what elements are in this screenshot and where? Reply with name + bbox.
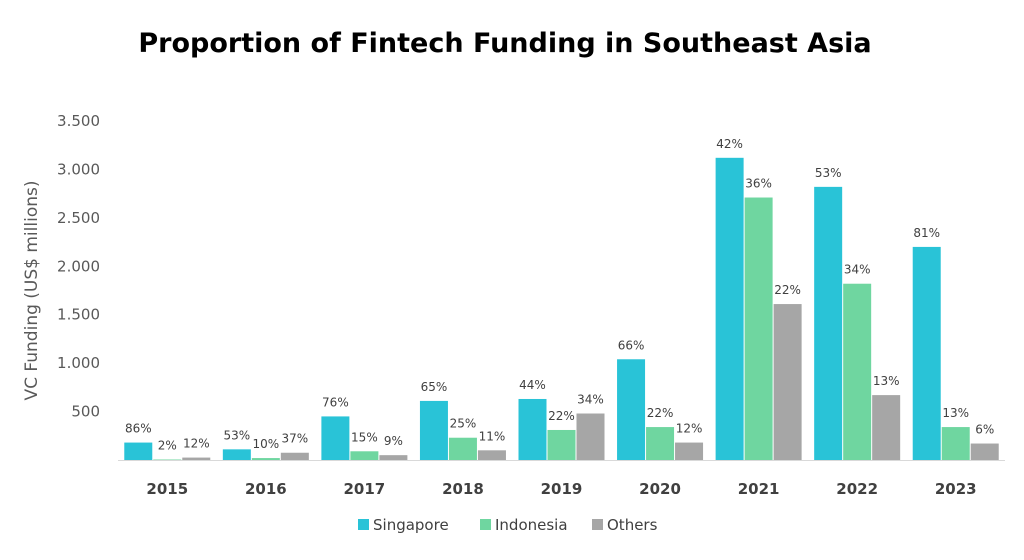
legend: Singapore Indonesia Others	[358, 516, 658, 534]
x-tick-label: 2020	[639, 480, 681, 498]
x-tick-label: 2016	[245, 480, 287, 498]
legend-label-others: Others	[607, 516, 658, 534]
data-label: 11%	[479, 429, 506, 443]
data-label: 86%	[125, 422, 152, 436]
data-labels: 86%2% 12%53%10% 37%76%15% 9%65%25%11%44%22%…	[125, 137, 994, 453]
data-label: 81%	[913, 226, 940, 240]
bar-others-2022	[872, 395, 901, 460]
data-label: 13%	[873, 374, 900, 388]
y-axis-ticks: 500 1.000 1.500 2.000 2.500 3.000 3.500	[57, 112, 100, 421]
bar-indonesia-2023	[941, 427, 970, 460]
bar-others-2021	[773, 304, 802, 460]
legend-swatch-singapore	[358, 519, 369, 530]
bar-singapore-2018	[419, 400, 448, 460]
data-label: 13%	[942, 406, 969, 420]
bar-others-2020	[675, 442, 704, 460]
data-label: 66%	[618, 338, 645, 352]
data-label: 53%	[223, 428, 250, 442]
bar-indonesia-2016	[251, 458, 280, 460]
x-tick-label: 2018	[442, 480, 484, 498]
data-label: 10%	[252, 437, 279, 451]
y-tick-label: 500	[71, 403, 100, 421]
bar-indonesia-2015	[153, 459, 182, 461]
legend-label-singapore: Singapore	[373, 516, 449, 534]
data-label: 12%	[676, 422, 703, 436]
data-label: 37%	[281, 432, 308, 446]
x-tick-label: 2019	[541, 480, 583, 498]
x-axis-ticks: 2015 2016 2017 2018 2019 2020 2021 2022 2023	[146, 480, 976, 498]
data-label: 22%	[647, 406, 674, 420]
legend-label-indonesia: Indonesia	[495, 516, 568, 534]
data-label: 2%	[158, 439, 177, 453]
bar-singapore-2021	[715, 157, 744, 460]
y-tick-label: 2.500	[57, 209, 100, 227]
bar-indonesia-2019	[547, 429, 576, 460]
bar-others-2015	[182, 457, 211, 460]
chart-title: Proportion of Fintech Funding in Southea…	[138, 28, 872, 59]
data-label: 65%	[421, 380, 448, 394]
bar-indonesia-2017	[350, 451, 379, 460]
bar-others-2023	[970, 443, 999, 460]
data-label: 36%	[745, 177, 772, 191]
bars	[124, 157, 999, 461]
y-tick-label: 3.000	[57, 160, 100, 178]
bar-singapore-2016	[222, 449, 251, 460]
bar-others-2016	[280, 452, 309, 460]
x-tick-label: 2023	[935, 480, 977, 498]
bar-singapore-2015	[124, 442, 153, 460]
data-label: 15%	[351, 430, 378, 444]
data-label: 9%	[384, 434, 403, 448]
y-tick-label: 1.500	[57, 306, 100, 324]
y-axis-title: VC Funding (US$ millions)	[22, 181, 42, 401]
x-tick-label: 2015	[146, 480, 188, 498]
x-tick-label: 2021	[738, 480, 780, 498]
data-label: 42%	[716, 137, 743, 151]
bar-singapore-2022	[814, 186, 843, 460]
y-tick-label: 2.000	[57, 257, 100, 275]
bar-singapore-2020	[617, 359, 646, 460]
bar-indonesia-2022	[843, 283, 872, 460]
bar-others-2019	[576, 413, 605, 460]
bar-indonesia-2018	[448, 437, 477, 460]
y-tick-label: 1.000	[57, 354, 100, 372]
y-tick-label: 3.500	[57, 112, 100, 130]
data-label: 34%	[844, 263, 871, 277]
bar-others-2017	[379, 455, 408, 460]
bar-singapore-2023	[912, 246, 941, 460]
data-label: 53%	[815, 166, 842, 180]
data-label: 34%	[577, 393, 604, 407]
data-label: 6%	[975, 423, 994, 437]
bar-singapore-2017	[321, 416, 350, 460]
data-label: 22%	[548, 409, 575, 423]
bar-singapore-2019	[518, 398, 547, 460]
bar-indonesia-2021	[744, 197, 773, 460]
data-label: 25%	[450, 417, 477, 431]
y-axis-label: VC Funding (US$ millions)	[22, 181, 42, 401]
data-label: 76%	[322, 395, 349, 409]
bar-others-2018	[477, 450, 506, 460]
data-label: 12%	[183, 437, 210, 451]
legend-swatch-indonesia	[480, 519, 491, 530]
x-tick-label: 2022	[836, 480, 878, 498]
data-label: 44%	[519, 378, 546, 392]
legend-swatch-others	[592, 519, 603, 530]
x-tick-label: 2017	[344, 480, 386, 498]
data-label: 22%	[774, 283, 801, 297]
bar-indonesia-2020	[646, 427, 675, 460]
